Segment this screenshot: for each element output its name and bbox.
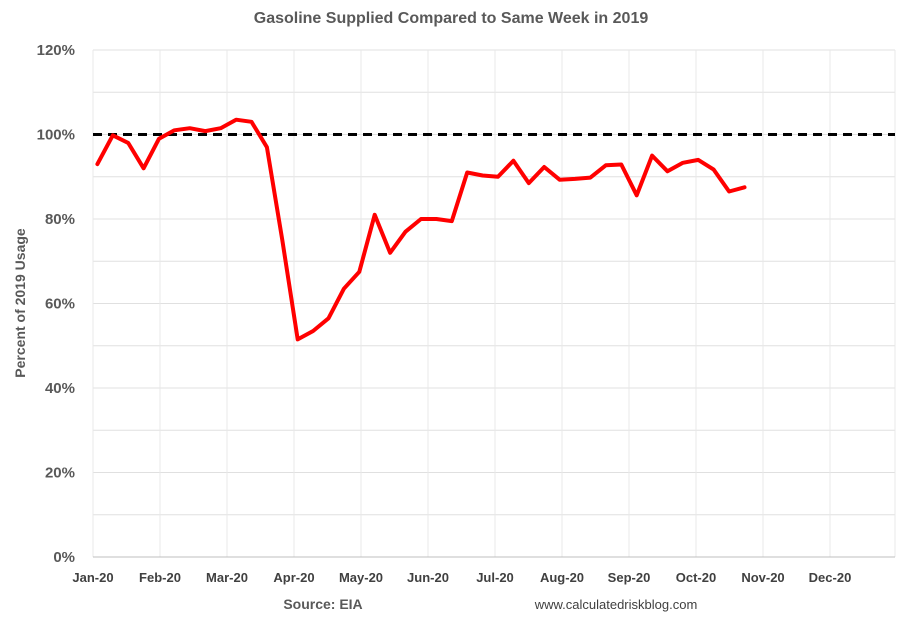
data-point [712, 168, 716, 172]
data-point [696, 158, 700, 162]
x-tick-label: Apr-20 [273, 570, 314, 585]
data-point [280, 238, 284, 242]
gridlines [92, 49, 896, 557]
series-points [95, 118, 747, 341]
data-point [95, 162, 99, 166]
source-label: Source: EIA [283, 596, 362, 612]
data-point [126, 141, 130, 145]
data-point [311, 329, 315, 333]
data-point [573, 177, 577, 181]
data-point [234, 118, 238, 122]
data-point [342, 287, 346, 291]
data-point [604, 163, 608, 167]
y-tick-label: 0% [53, 549, 75, 566]
y-axis-label: Percent of 2019 Usage [12, 228, 28, 378]
x-axis-tick-labels: Jan-20 Feb-20 Mar-20 Apr-20 May-20 Jun-20 Jul-… [72, 570, 851, 585]
data-point [465, 171, 469, 175]
x-tick-label: Aug-20 [540, 570, 584, 585]
x-tick-label: Sep-20 [608, 570, 651, 585]
x-tick-label: Jan-20 [72, 570, 113, 585]
data-point [111, 133, 115, 137]
data-point [542, 165, 546, 169]
x-tick-label: Jun-20 [407, 570, 449, 585]
data-point [727, 190, 731, 194]
data-point [404, 230, 408, 234]
x-tick-label: Mar-20 [206, 570, 248, 585]
data-point [219, 126, 223, 130]
data-point [327, 316, 331, 320]
data-point [249, 120, 253, 124]
data-point [450, 219, 454, 223]
data-point [357, 270, 361, 274]
data-point [434, 217, 438, 221]
chart-title: Gasoline Supplied Compared to Same Week … [254, 10, 649, 27]
data-point [496, 175, 500, 179]
y-tick-label: 100% [37, 127, 75, 144]
data-point [635, 193, 639, 197]
data-point [650, 154, 654, 158]
data-point [419, 217, 423, 221]
data-point [142, 166, 146, 170]
y-tick-label: 80% [45, 211, 75, 228]
data-point [172, 128, 176, 132]
data-point [188, 126, 192, 130]
data-point [588, 176, 592, 180]
data-point [157, 137, 161, 141]
y-tick-label: 120% [37, 42, 75, 59]
data-point [558, 178, 562, 182]
data-point [511, 159, 515, 163]
credit-label: www.calculatedriskblog.com [534, 597, 698, 612]
data-point [681, 161, 685, 165]
x-tick-label: Oct-20 [676, 570, 716, 585]
y-tick-label: 40% [45, 380, 75, 397]
data-point [373, 213, 377, 217]
y-tick-label: 20% [45, 465, 75, 482]
x-tick-label: Dec-20 [809, 570, 852, 585]
data-point [388, 251, 392, 255]
data-point [527, 181, 531, 185]
data-point [743, 185, 747, 189]
y-tick-label: 60% [45, 296, 75, 313]
data-point [203, 129, 207, 133]
data-point [481, 173, 485, 177]
x-tick-label: Nov-20 [741, 570, 784, 585]
data-point [619, 162, 623, 166]
x-tick-label: May-20 [339, 570, 383, 585]
data-point [665, 169, 669, 173]
data-point [296, 337, 300, 341]
x-tick-label: Feb-20 [139, 570, 181, 585]
x-tick-label: Jul-20 [476, 570, 514, 585]
y-axis-tick-labels: 0% 20% 40% 60% 80% 100% 120% [37, 42, 75, 566]
data-point [265, 145, 269, 149]
